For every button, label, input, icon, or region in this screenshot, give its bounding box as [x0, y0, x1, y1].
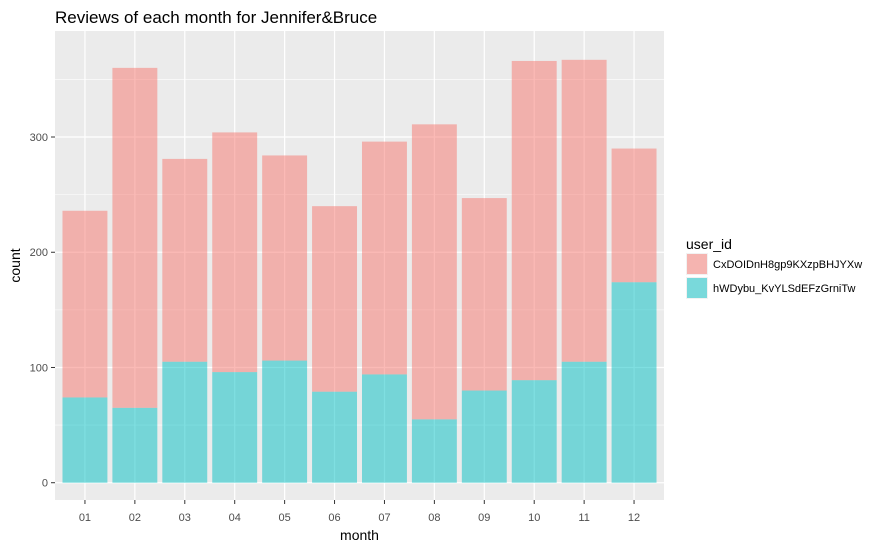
y-axis-title: count	[7, 248, 23, 282]
bar-05-hWDybu_KvYLSdEFzGrniTw	[262, 360, 308, 483]
bar-07-CxDOIDnH8gp9KXzpBHJYXw	[361, 141, 407, 375]
bar-06-CxDOIDnH8gp9KXzpBHJYXw	[312, 206, 358, 392]
bar-04-hWDybu_KvYLSdEFzGrniTw	[212, 372, 258, 483]
x-tick-label: 11	[578, 512, 589, 524]
bar-09-CxDOIDnH8gp9KXzpBHJYXw	[461, 198, 507, 391]
legend-key-swatch	[687, 254, 707, 274]
x-tick-label: 06	[328, 512, 340, 524]
bars	[62, 59, 657, 483]
bar-10-CxDOIDnH8gp9KXzpBHJYXw	[511, 60, 557, 381]
bar-03-hWDybu_KvYLSdEFzGrniTw	[162, 361, 208, 483]
y-tick-label: 200	[30, 247, 48, 259]
bar-02-hWDybu_KvYLSdEFzGrniTw	[112, 407, 158, 483]
x-tick-label: 12	[628, 512, 640, 524]
bar-08-CxDOIDnH8gp9KXzpBHJYXw	[411, 124, 457, 420]
legend-key-swatch	[687, 278, 707, 298]
x-tick-label: 05	[278, 512, 290, 524]
x-tick-label: 02	[129, 512, 141, 524]
bar-12-hWDybu_KvYLSdEFzGrniTw	[611, 282, 657, 483]
y-tick-label: 100	[30, 362, 48, 374]
legend-label: CxDOIDnH8gp9KXzpBHJYXw	[713, 259, 862, 271]
x-tick-label: 08	[428, 512, 440, 524]
bar-02-CxDOIDnH8gp9KXzpBHJYXw	[112, 67, 158, 408]
bar-06-hWDybu_KvYLSdEFzGrniTw	[312, 391, 358, 483]
x-tick-label: 03	[179, 512, 191, 524]
bar-11-hWDybu_KvYLSdEFzGrniTw	[561, 361, 607, 483]
bar-01-hWDybu_KvYLSdEFzGrniTw	[62, 397, 108, 483]
legend-title: user_id	[686, 236, 732, 252]
bar-09-hWDybu_KvYLSdEFzGrniTw	[461, 390, 507, 483]
x-tick-label: 01	[79, 512, 91, 524]
y-axis: 0 100 200 300	[30, 132, 55, 490]
bar-05-CxDOIDnH8gp9KXzpBHJYXw	[262, 155, 308, 361]
x-tick-label: 09	[478, 512, 490, 524]
legend-label: hWDybu_KvYLSdEFzGrniTw	[713, 283, 855, 295]
bar-11-CxDOIDnH8gp9KXzpBHJYXw	[561, 59, 607, 362]
x-tick-label: 10	[528, 512, 540, 524]
bar-07-hWDybu_KvYLSdEFzGrniTw	[361, 374, 407, 483]
bar-08-hWDybu_KvYLSdEFzGrniTw	[411, 419, 457, 483]
bar-10-hWDybu_KvYLSdEFzGrniTw	[511, 380, 557, 483]
bar-12-CxDOIDnH8gp9KXzpBHJYXw	[611, 148, 657, 283]
x-axis-title: month	[340, 527, 379, 543]
y-tick-label: 300	[30, 132, 48, 144]
x-tick-label: 07	[378, 512, 390, 524]
x-axis: 01 02 03 04 05 06 07 08 09 10 11 12	[79, 500, 640, 524]
bar-01-CxDOIDnH8gp9KXzpBHJYXw	[62, 210, 108, 398]
legend: user_id CxDOIDnH8gp9KXzpBHJYXw hWDybu_KvY…	[686, 236, 862, 299]
chart-title: Reviews of each month for Jennifer&Bruce	[55, 8, 377, 27]
bar-04-CxDOIDnH8gp9KXzpBHJYXw	[212, 132, 258, 373]
y-tick-label: 0	[42, 478, 48, 490]
bar-03-CxDOIDnH8gp9KXzpBHJYXw	[162, 158, 208, 362]
x-tick-label: 04	[229, 512, 241, 524]
